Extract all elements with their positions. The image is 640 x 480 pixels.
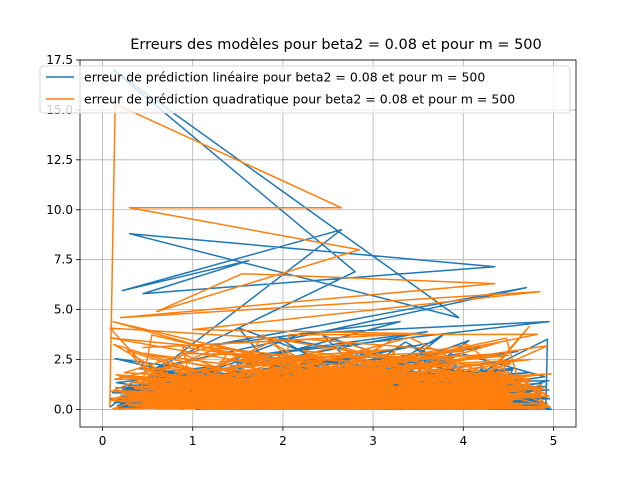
x-tick-label: 0 xyxy=(99,434,107,448)
x-tick-label: 5 xyxy=(550,434,558,448)
x-tick-label: 2 xyxy=(279,434,287,448)
y-tick-label: 7.5 xyxy=(54,253,73,267)
y-tick-label: 5.0 xyxy=(54,303,73,317)
y-tick-label: 17.5 xyxy=(46,53,73,67)
y-tick-label: 0.0 xyxy=(54,402,73,416)
legend-label: erreur de prédiction linéaire pour beta2… xyxy=(84,70,485,85)
series-layer xyxy=(109,69,553,411)
legend-box xyxy=(39,65,571,114)
x-tick-label: 1 xyxy=(189,434,197,448)
x-tick-label: 3 xyxy=(369,434,377,448)
chart-title: Erreurs des modèles pour beta2 = 0.08 et… xyxy=(130,37,542,53)
series-line-quadratic-error xyxy=(109,103,552,411)
y-tick-label: 2.5 xyxy=(54,353,73,367)
legend-label: erreur de prédiction quadratique pour be… xyxy=(84,92,515,107)
axes-frame xyxy=(79,59,577,428)
y-tick-label: 10.0 xyxy=(46,203,73,217)
x-tick-label: 4 xyxy=(459,434,467,448)
legend: erreur de prédiction linéaire pour beta2… xyxy=(39,65,571,114)
y-tick-label: 12.5 xyxy=(46,153,73,167)
